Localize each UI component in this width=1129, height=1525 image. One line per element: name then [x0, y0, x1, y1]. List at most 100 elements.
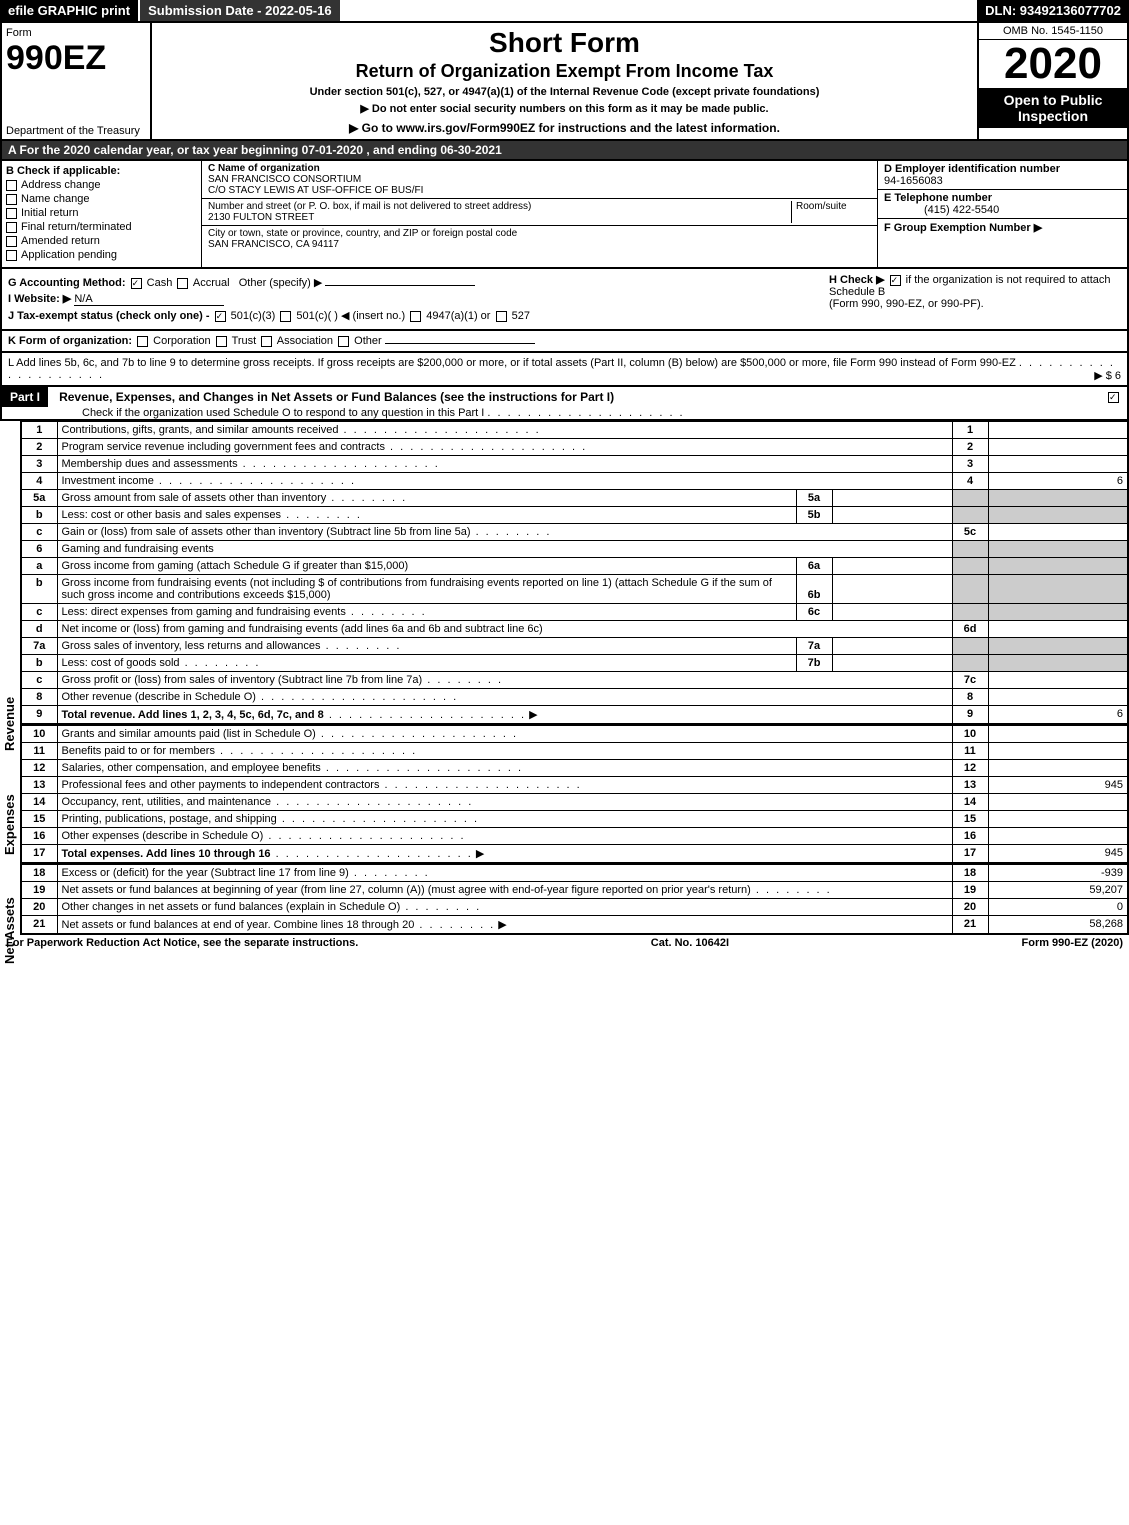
l5c-d: Gain or (loss) from sale of assets other… — [62, 526, 471, 538]
g-accrual: Accrual — [193, 277, 230, 289]
l9-rn: 9 — [952, 706, 988, 725]
section-bcdef: B Check if applicable: Address change Na… — [0, 161, 1129, 269]
l6b-mv — [832, 575, 952, 604]
l11-d: Benefits paid to or for members — [62, 745, 215, 757]
l14-rv — [988, 794, 1128, 811]
l6a-d: Gross income from gaming (attach Schedul… — [62, 560, 409, 572]
l8-rn: 8 — [952, 689, 988, 706]
open-line1: Open to Public — [1004, 92, 1103, 108]
cb-final[interactable] — [6, 222, 17, 233]
j-c: 4947(a)(1) or — [426, 310, 490, 322]
l3-d: Membership dues and assessments — [62, 458, 238, 470]
l12-n: 12 — [21, 760, 57, 777]
h-label: H Check ▶ — [829, 274, 885, 286]
l14-n: 14 — [21, 794, 57, 811]
open-line2: Inspection — [1018, 108, 1088, 124]
l1-rv — [988, 422, 1128, 439]
cb-corp[interactable] — [137, 336, 148, 347]
l5c-rv — [988, 524, 1128, 541]
l19-n: 19 — [21, 882, 57, 899]
l14-d: Occupancy, rent, utilities, and maintena… — [62, 796, 272, 808]
under-section: Under section 501(c), 527, or 4947(a)(1)… — [160, 86, 969, 98]
cb-initial[interactable] — [6, 208, 17, 219]
l1-n: 1 — [21, 422, 57, 439]
cb-trust[interactable] — [216, 336, 227, 347]
cb-pending[interactable] — [6, 250, 17, 261]
cb-cash[interactable] — [131, 278, 142, 289]
cb-501c3[interactable] — [215, 311, 226, 322]
l-val: ▶ $ 6 — [1094, 369, 1121, 382]
l5a-mn: 5a — [796, 490, 832, 507]
l5a-mv — [832, 490, 952, 507]
cb-h[interactable] — [890, 275, 901, 286]
efile-label[interactable]: efile GRAPHIC print — [0, 0, 140, 21]
cb-address-change[interactable] — [6, 180, 17, 191]
l6a-mn: 6a — [796, 558, 832, 575]
return-title: Return of Organization Exempt From Incom… — [160, 61, 969, 82]
l5b-n: b — [21, 507, 57, 524]
l13-rv: 945 — [988, 777, 1128, 794]
l18-d: Excess or (deficit) for the year (Subtra… — [62, 867, 349, 879]
h-text2: (Form 990, 990-EZ, or 990-PF). — [829, 298, 984, 310]
part1-wrap: Part I Revenue, Expenses, and Changes in… — [2, 387, 1100, 419]
l2-rv — [988, 439, 1128, 456]
part1-check-text: Check if the organization used Schedule … — [82, 407, 484, 419]
d-val: 94-1656083 — [884, 175, 943, 187]
l21-rv: 58,268 — [988, 916, 1128, 935]
e-val: (415) 422-5540 — [884, 204, 999, 216]
l17-d: Total expenses. Add lines 10 through 16 — [62, 848, 271, 860]
g-cash: Cash — [147, 277, 173, 289]
l10-n: 10 — [21, 726, 57, 743]
c-label: C Name of organization — [208, 163, 871, 174]
cb-4947[interactable] — [410, 311, 421, 322]
l18-rv: -939 — [988, 865, 1128, 882]
opt-name: Name change — [21, 193, 90, 205]
ssn-warning: ▶ Do not enter social security numbers o… — [160, 102, 969, 115]
d-box: D Employer identification number 94-1656… — [878, 161, 1127, 190]
l12-rn: 12 — [952, 760, 988, 777]
g-other: Other (specify) ▶ — [239, 277, 323, 289]
cb-501c[interactable] — [280, 311, 291, 322]
revenue-table: 1Contributions, gifts, grants, and simil… — [20, 421, 1129, 725]
part1-dots — [487, 407, 684, 419]
l15-n: 15 — [21, 811, 57, 828]
cb-amended[interactable] — [6, 236, 17, 247]
l6d-rv — [988, 621, 1128, 638]
part1-cb-wrap — [1100, 387, 1127, 407]
org-city: SAN FRANCISCO, CA 94117 — [208, 239, 517, 250]
l11-rv — [988, 743, 1128, 760]
part1-title: Revenue, Expenses, and Changes in Net As… — [51, 386, 620, 408]
l6a-n: a — [21, 558, 57, 575]
l12-rv — [988, 760, 1128, 777]
k-other-line[interactable] — [385, 343, 535, 344]
l15-rn: 15 — [952, 811, 988, 828]
org-name2: C/O STACY LEWIS AT USF-OFFICE OF BUS/FI — [208, 185, 871, 196]
form-label: Form — [6, 27, 146, 39]
cb-accrual[interactable] — [177, 278, 188, 289]
l4-rv: 6 — [988, 473, 1128, 490]
l7b-d: Less: cost of goods sold — [62, 657, 180, 669]
l20-n: 20 — [21, 899, 57, 916]
part1-label: Part I — [2, 387, 48, 407]
i-val: N/A — [74, 293, 224, 306]
l3-n: 3 — [21, 456, 57, 473]
cb-part1-scho[interactable] — [1108, 392, 1119, 403]
goto-link[interactable]: ▶ Go to www.irs.gov/Form990EZ for instru… — [160, 121, 969, 135]
l3-rn: 3 — [952, 456, 988, 473]
l8-rv — [988, 689, 1128, 706]
l7c-n: c — [21, 672, 57, 689]
form-number: 990EZ — [6, 39, 146, 78]
cb-assoc[interactable] — [261, 336, 272, 347]
l6d-rn: 6d — [952, 621, 988, 638]
g-other-line[interactable] — [325, 285, 475, 286]
part1-header-row: Part I Revenue, Expenses, and Changes in… — [0, 387, 1129, 421]
opt-amended: Amended return — [21, 235, 100, 247]
l9-d: Total revenue. Add lines 1, 2, 3, 4, 5c,… — [62, 709, 324, 721]
cb-other[interactable] — [338, 336, 349, 347]
submission-date: Submission Date - 2022-05-16 — [140, 0, 342, 21]
cb-name-change[interactable] — [6, 194, 17, 205]
l9-rv: 6 — [988, 706, 1128, 725]
opt-final: Final return/terminated — [21, 221, 132, 233]
cb-527[interactable] — [496, 311, 507, 322]
header-right: OMB No. 1545-1150 2020 Open to Public In… — [977, 23, 1127, 139]
